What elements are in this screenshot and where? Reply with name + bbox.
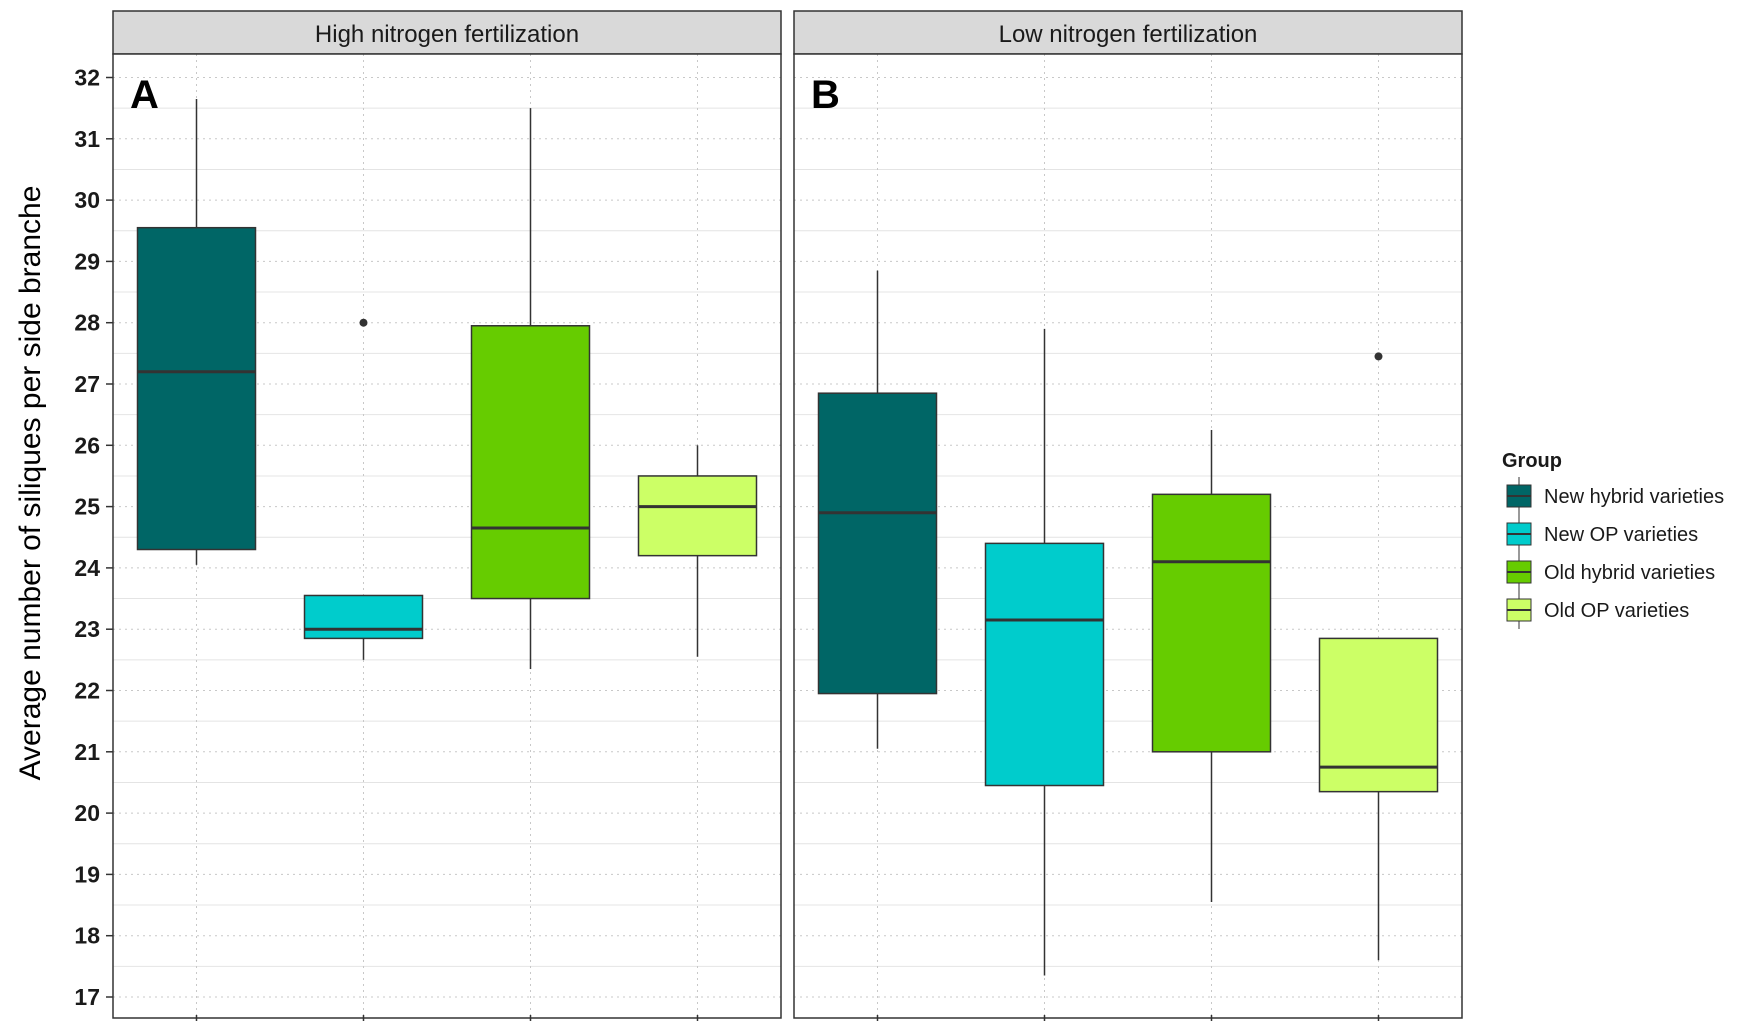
box-new-op-varieties: [303, 318, 424, 660]
legend-title: Group: [1502, 450, 1562, 472]
y-tick-label: 26: [74, 432, 100, 458]
y-tick-label: 20: [74, 800, 100, 826]
outlier-point: [1374, 352, 1383, 361]
y-tick-label: 30: [74, 187, 100, 213]
y-tick-label: 23: [74, 616, 100, 642]
panel-b: Low nitrogen fertilization B: [793, 10, 1463, 1021]
legend-label: Old hybrid varieties: [1544, 562, 1715, 584]
box-old-op-varieties: [637, 445, 758, 657]
box-body: [817, 392, 938, 695]
y-tick-label: 17: [74, 984, 100, 1010]
legend: Group New hybrid varieties New OP varietie…: [1502, 450, 1724, 629]
box-old-hybrid-varieties: [1151, 429, 1272, 902]
box-old-hybrid-varieties: [470, 108, 591, 670]
panel-strip-label: Low nitrogen fertilization: [999, 21, 1258, 48]
box-new-op-varieties: [984, 328, 1105, 976]
y-axis-label: Average number of siliques per side bran…: [14, 186, 47, 781]
legend-label: New hybrid varieties: [1544, 486, 1724, 508]
y-tick-label: 31: [74, 126, 100, 152]
y-tick-label: 27: [74, 371, 100, 397]
box-body: [1151, 493, 1272, 753]
box-body: [470, 325, 591, 600]
box-body: [303, 594, 424, 640]
panel-border: [793, 53, 1463, 1019]
box-body: [984, 542, 1105, 787]
panel-a: High nitrogen fertilization A: [112, 10, 782, 1021]
box-body: [136, 226, 257, 551]
panel-letter: A: [130, 73, 159, 117]
panel-strip-label: High nitrogen fertilization: [315, 21, 579, 48]
box-new-hybrid-varieties: [136, 98, 257, 565]
y-tick-label: 21: [74, 739, 100, 765]
legend-label: Old OP varieties: [1544, 600, 1689, 622]
panel-letter: B: [811, 73, 840, 117]
box-body: [637, 475, 758, 557]
panel-strip: [793, 10, 1463, 55]
outlier-point: [359, 318, 368, 327]
y-tick-label: 19: [74, 861, 100, 887]
y-tick-label: 22: [74, 678, 100, 704]
legend-label: New OP varieties: [1544, 524, 1698, 546]
y-tick-label: 25: [74, 494, 100, 520]
y-tick-label: 24: [74, 555, 100, 581]
y-tick-label: 32: [74, 65, 100, 91]
panel-border: [112, 53, 782, 1019]
y-tick-label: 18: [74, 923, 100, 949]
y-tick-label: 28: [74, 310, 100, 336]
box-new-hybrid-varieties: [817, 270, 938, 749]
box-old-op-varieties: [1318, 352, 1439, 961]
box-body: [1318, 637, 1439, 793]
y-tick-label: 29: [74, 248, 100, 274]
